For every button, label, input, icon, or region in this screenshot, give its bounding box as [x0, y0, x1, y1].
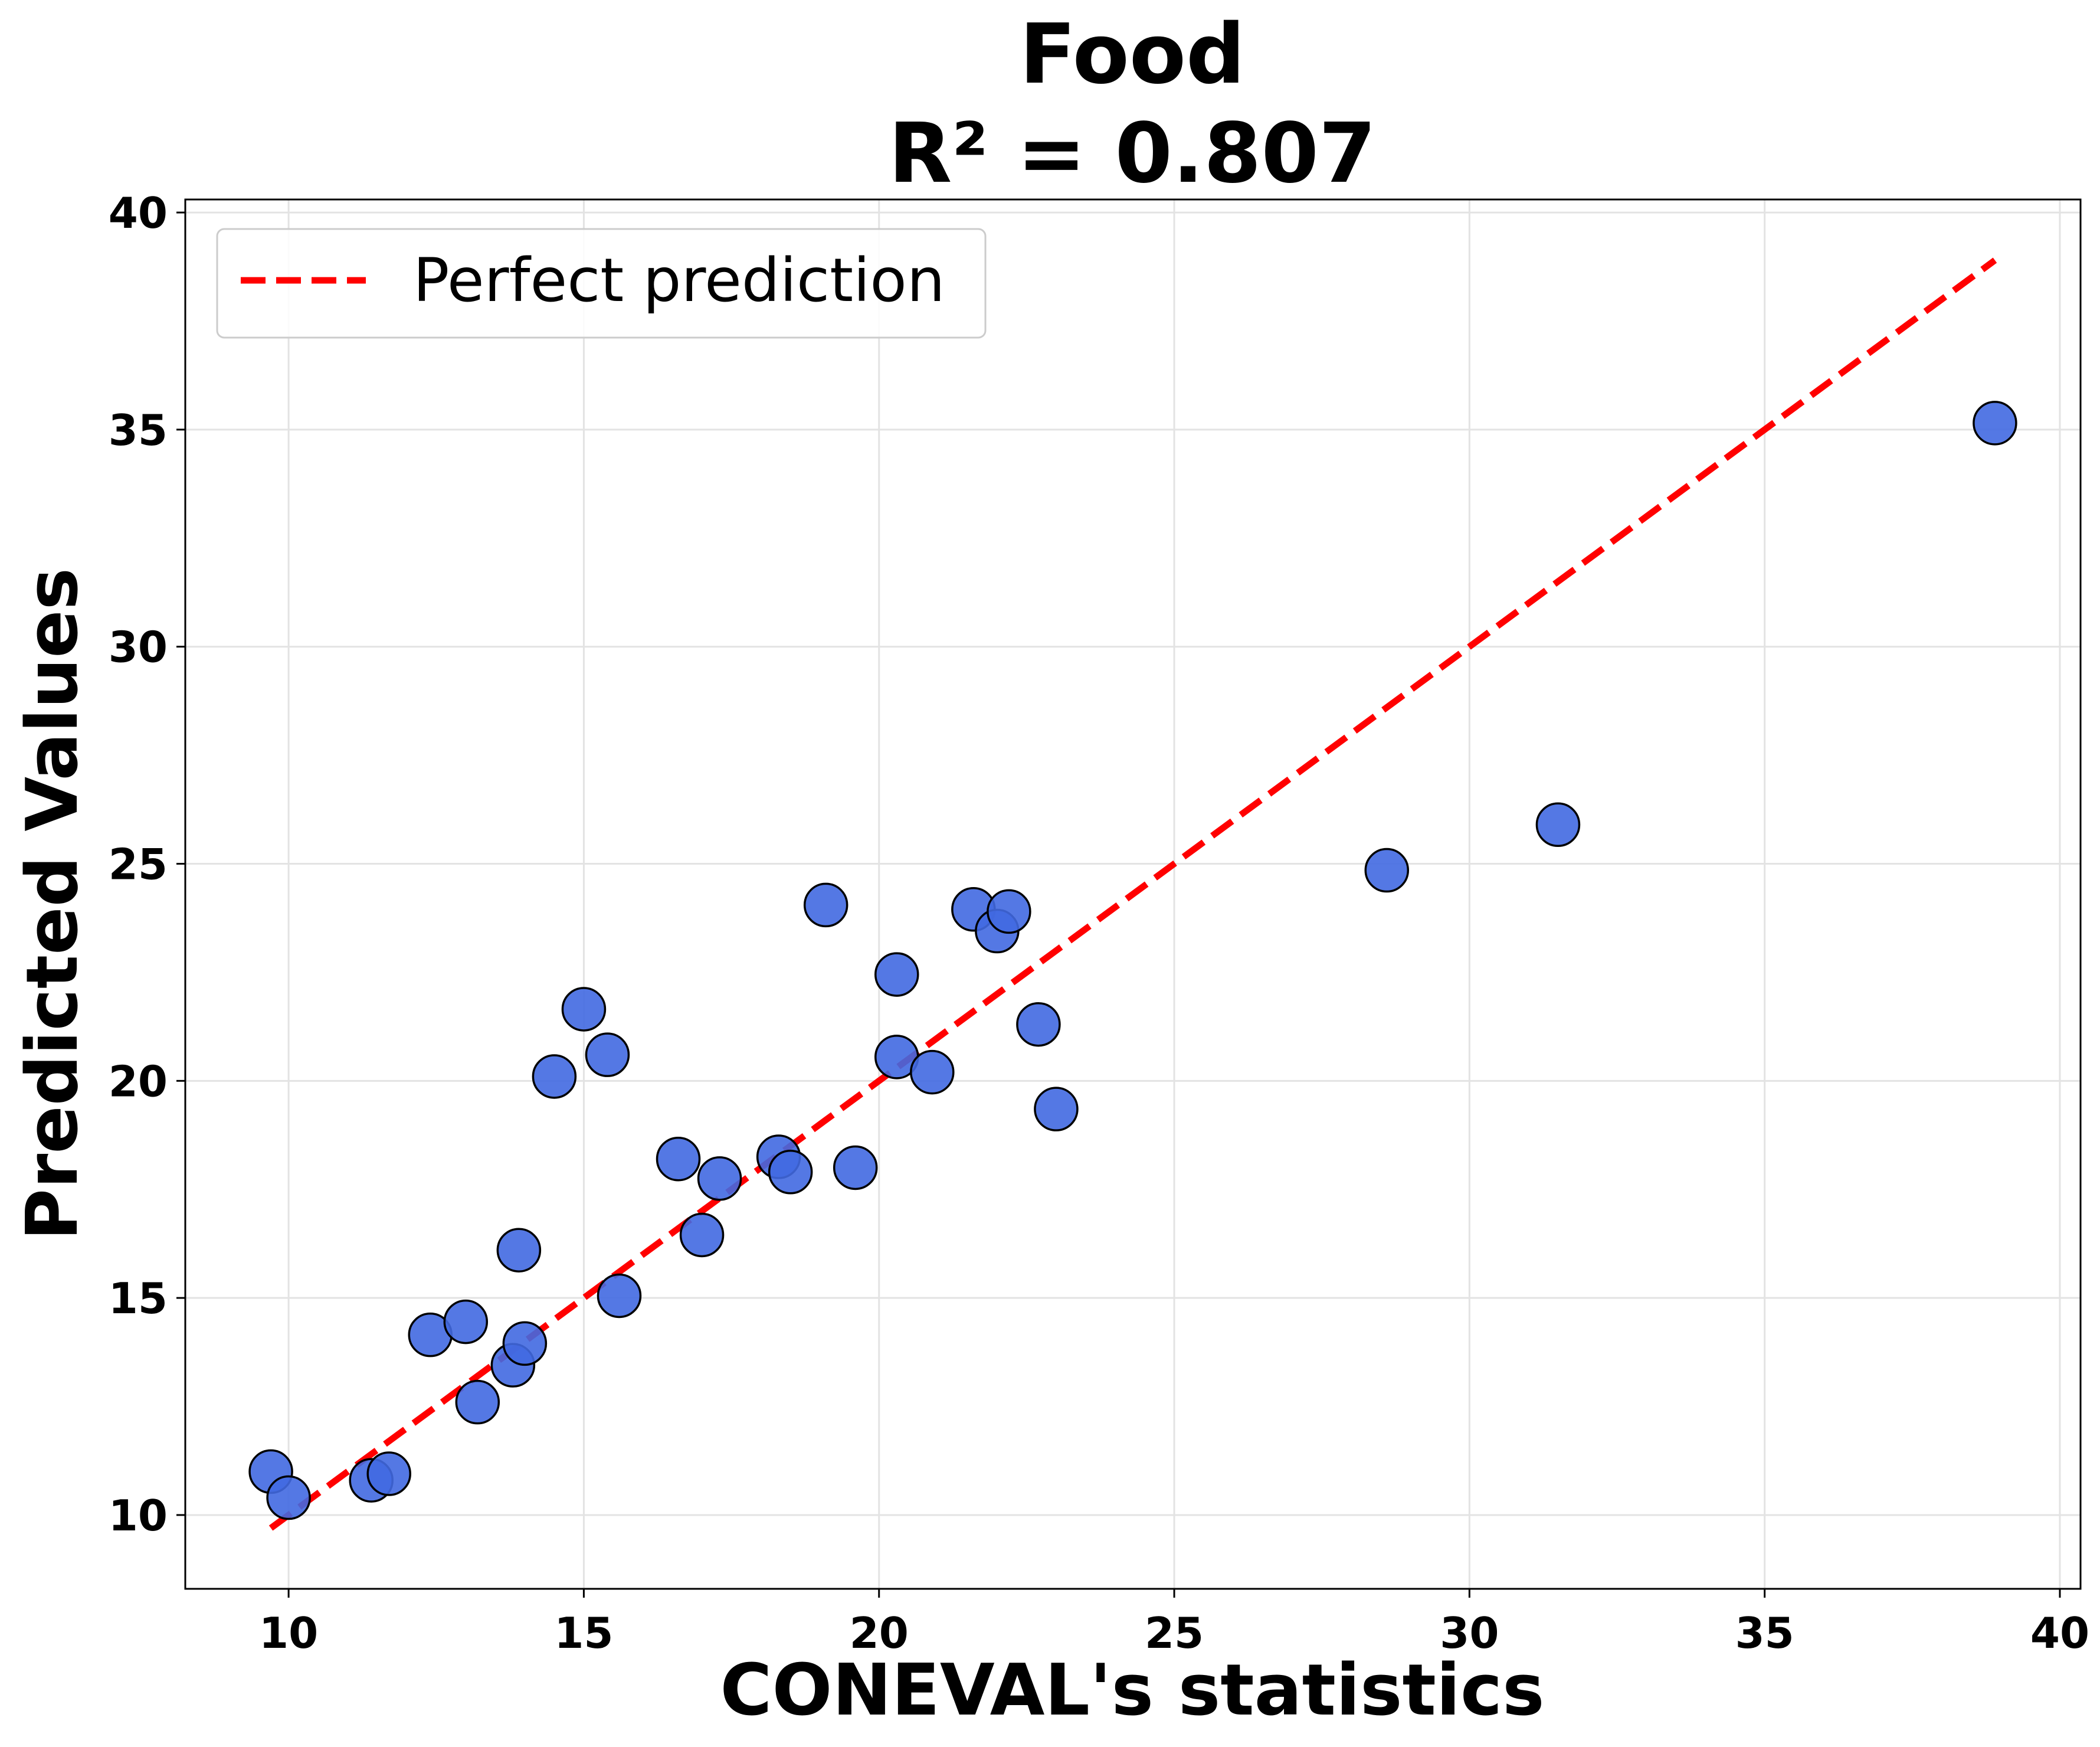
reference-line-layer — [268, 257, 1997, 1531]
data-point — [455, 1379, 500, 1425]
y-tick-label: 25 — [109, 840, 168, 889]
plot-frame — [184, 198, 2082, 1590]
data-point — [443, 1299, 489, 1344]
grid — [185, 199, 2081, 1589]
x-tick-label: 25 — [1145, 1608, 1204, 1658]
data-point — [1034, 1087, 1079, 1131]
data-point — [1973, 401, 2017, 446]
x-tick-label: 30 — [1440, 1608, 1499, 1658]
data-point — [1364, 848, 1410, 893]
data-point — [532, 1054, 577, 1099]
y-tick-label: 35 — [109, 405, 168, 455]
data-points — [248, 401, 2017, 1520]
data-point — [1535, 802, 1581, 848]
legend-box — [216, 228, 987, 339]
data-point — [803, 882, 848, 928]
y-tick-label: 10 — [109, 1491, 168, 1540]
y-tick-label: 40 — [109, 188, 168, 238]
chart-title: Food — [1020, 6, 1246, 103]
data-point — [656, 1136, 701, 1182]
data-point — [597, 1273, 642, 1319]
x-axis-label: CONEVAL's statistics — [720, 1650, 1544, 1732]
x-tick-label: 20 — [850, 1608, 909, 1658]
x-tick-label: 40 — [2030, 1608, 2089, 1658]
chart-subtitle: R² = 0.807 — [889, 106, 1377, 202]
data-point — [679, 1212, 725, 1258]
data-point — [697, 1156, 742, 1201]
axis-ticks: 10 15 20 25 30 35 40 10 15 20 25 30 35 40 — [109, 188, 2089, 1658]
x-tick-label: 35 — [1735, 1608, 1794, 1658]
data-point — [833, 1145, 878, 1190]
legend: Perfect prediction — [216, 228, 987, 339]
data-point — [366, 1451, 411, 1496]
data-point — [561, 987, 607, 1032]
data-point — [910, 1049, 955, 1095]
perfect-prediction-line — [268, 257, 1997, 1531]
data-point — [502, 1321, 548, 1366]
data-point — [266, 1475, 311, 1520]
y-tick-label: 20 — [109, 1056, 168, 1106]
y-axis-label: Predicted Values — [12, 568, 94, 1241]
data-point — [496, 1228, 542, 1272]
x-tick-label: 15 — [554, 1608, 613, 1658]
y-tick-label: 30 — [109, 623, 168, 672]
legend-label: Perfect prediction — [413, 246, 945, 316]
data-point — [987, 889, 1031, 934]
x-tick-label: 10 — [259, 1608, 318, 1658]
data-point — [585, 1032, 630, 1077]
data-point — [1016, 1002, 1061, 1047]
data-point — [768, 1150, 813, 1195]
y-tick-label: 15 — [109, 1274, 168, 1323]
data-point — [874, 952, 919, 997]
